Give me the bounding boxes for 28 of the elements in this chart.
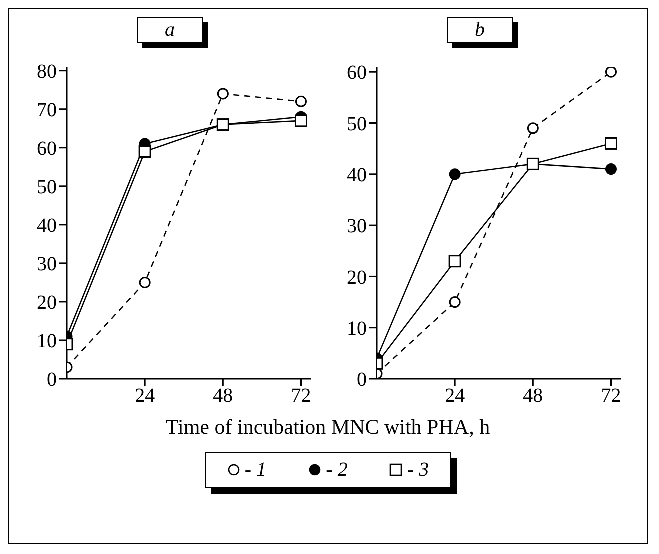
x-tick-label: 48: [213, 385, 234, 408]
chart-title: a: [137, 17, 203, 43]
y-tick-label: 50: [347, 113, 367, 136]
x-tick-label: 72: [601, 385, 622, 408]
legend-label: - 2: [326, 458, 348, 482]
x-tick-label: 48: [523, 385, 544, 408]
chart-title: b: [447, 17, 513, 43]
x-tick-label: 24: [445, 385, 466, 408]
y-tick-label: 60: [347, 62, 367, 84]
legend-label: - 1: [244, 458, 266, 482]
y-tick-label: 40: [347, 164, 367, 187]
y-tick-label: 20: [37, 292, 57, 314]
x-tick-label: 24: [135, 385, 156, 408]
legend-label: - 3: [407, 458, 430, 482]
y-tick-label: 50: [37, 176, 57, 199]
y-tick-label: 40: [37, 215, 57, 238]
x-tick-label: 72: [291, 385, 312, 408]
y-tick-label: 30: [37, 254, 57, 276]
y-tick-label: 0: [47, 369, 57, 392]
y-tick-label: 80: [37, 60, 57, 83]
y-tick-label: 10: [347, 318, 367, 340]
y-tick-label: 30: [347, 216, 367, 238]
y-tick-label: 20: [347, 266, 367, 289]
y-tick-label: 70: [37, 99, 57, 122]
x-axis-title: Time of incubation MNC with PHA, h: [164, 415, 492, 440]
y-tick-label: 10: [37, 330, 57, 353]
y-tick-label: 0: [357, 369, 367, 392]
y-tick-label: 60: [37, 138, 57, 160]
